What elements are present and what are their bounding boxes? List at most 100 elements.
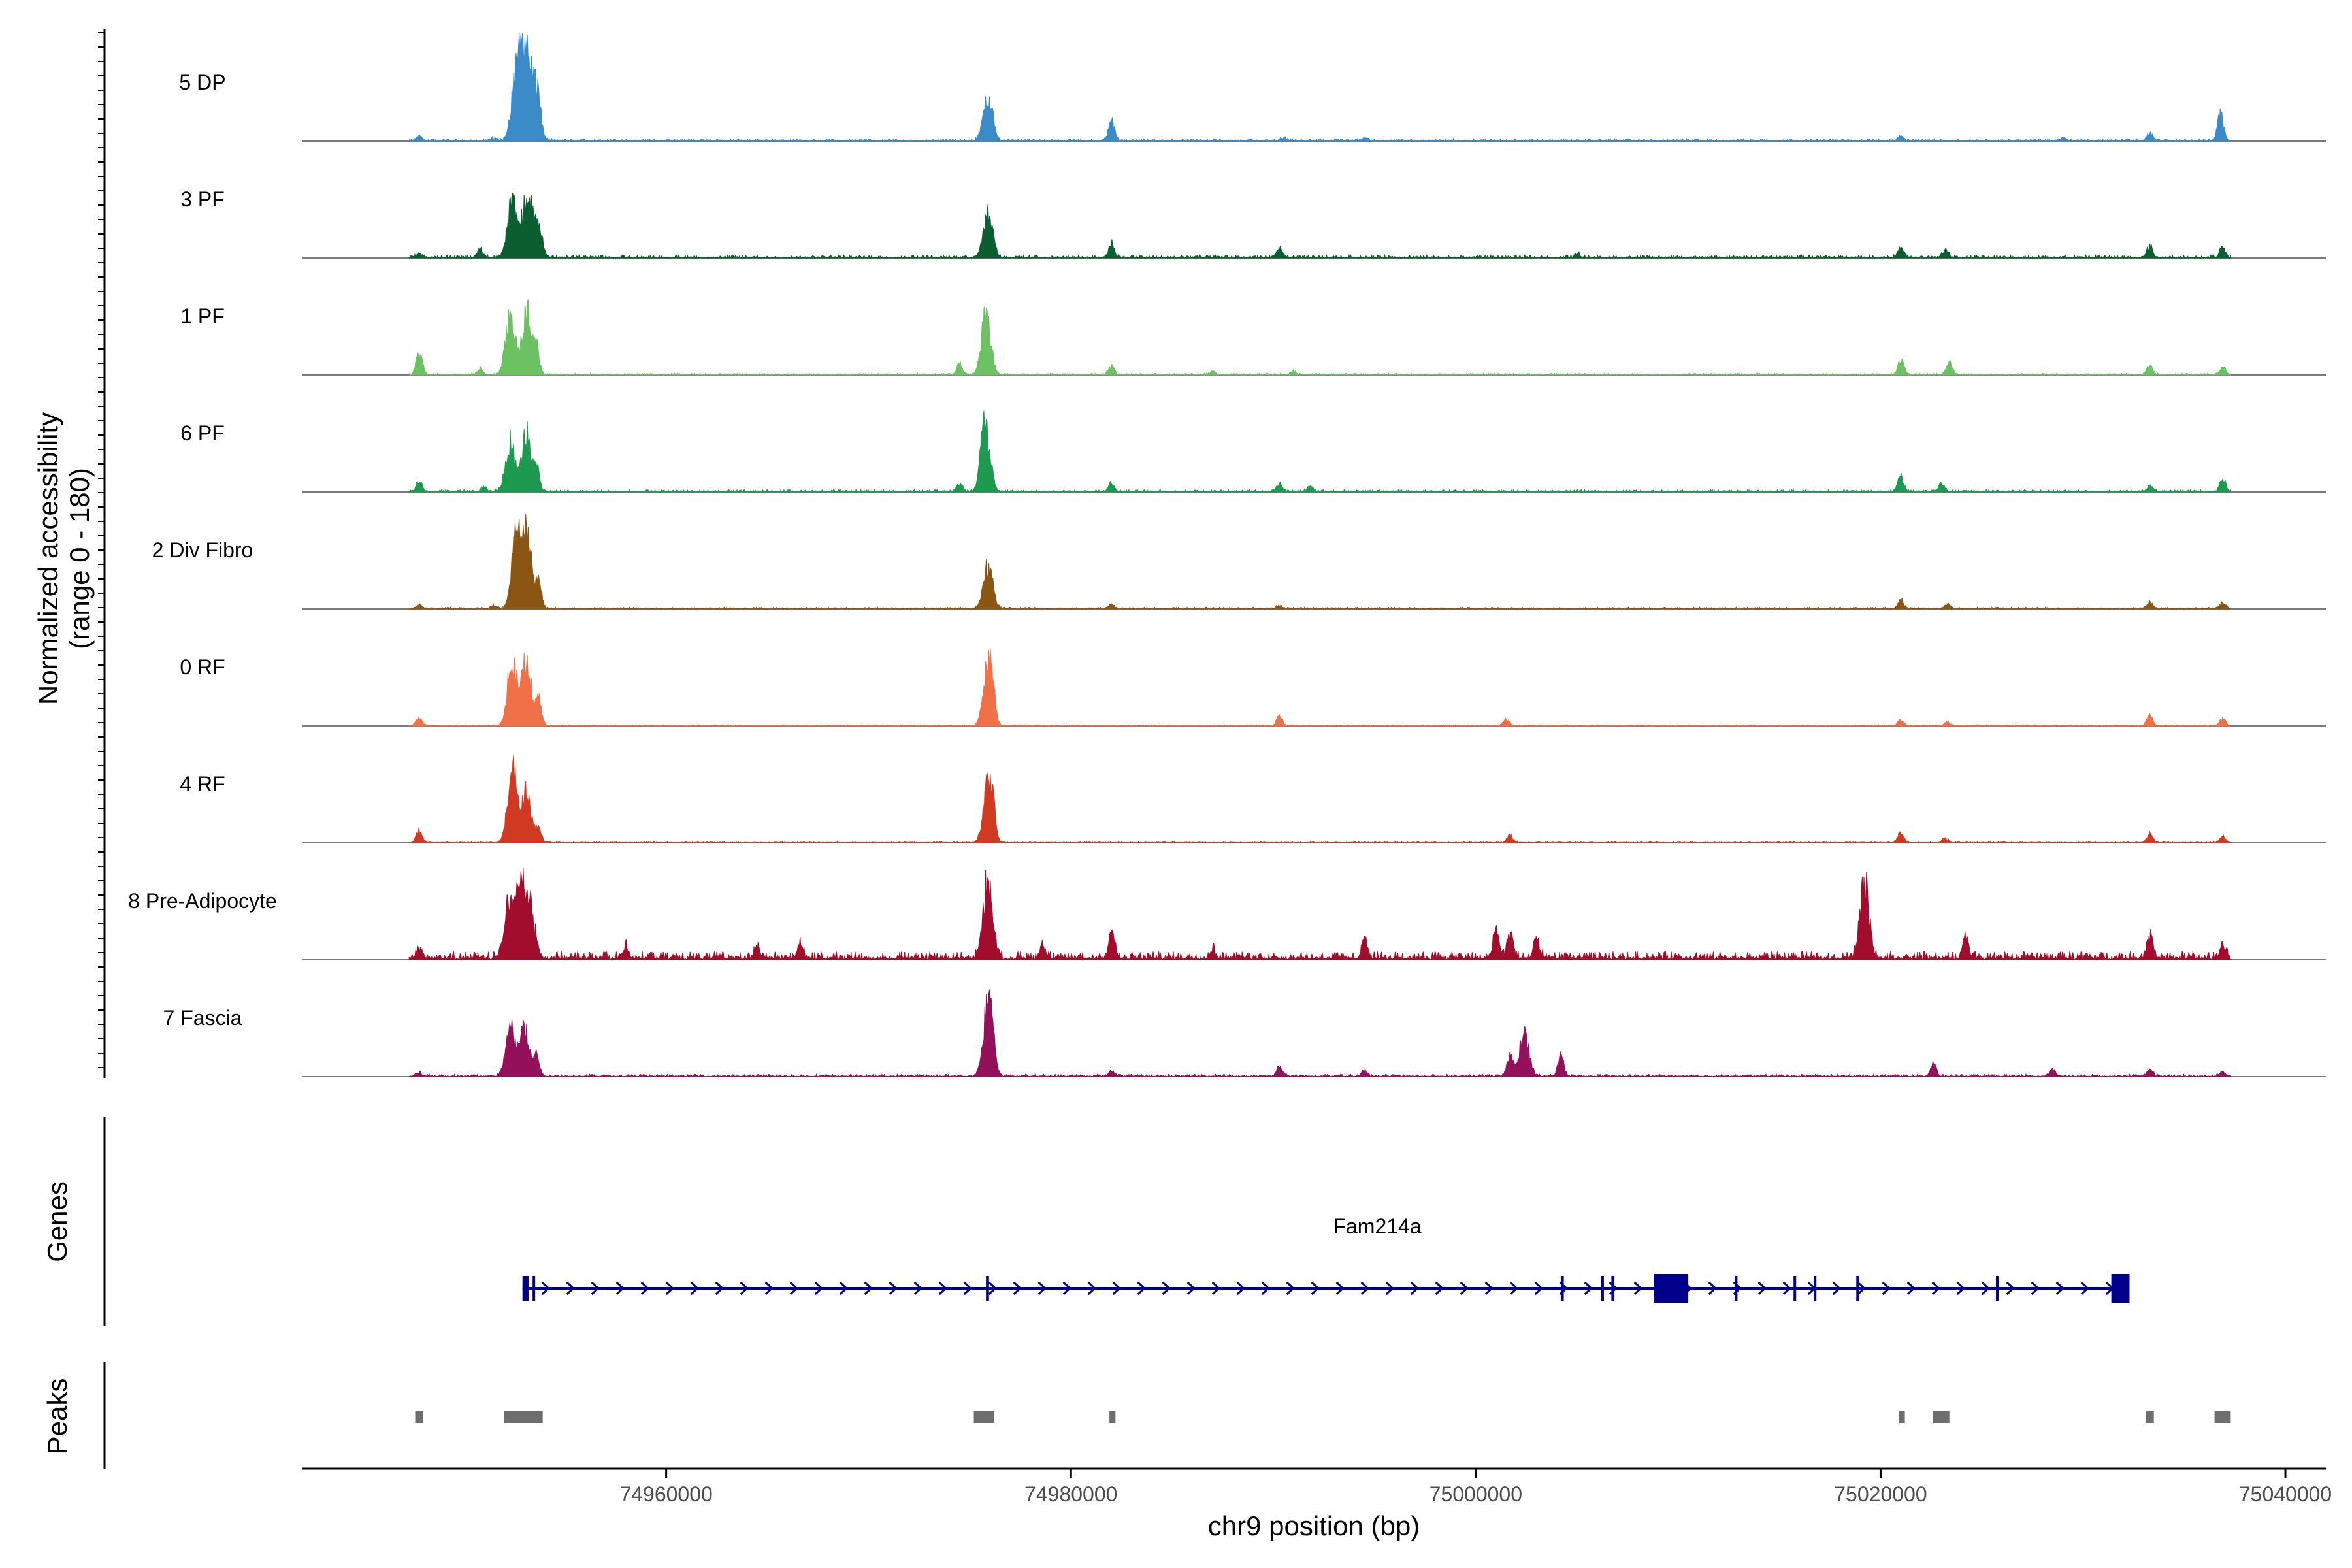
peak-region <box>415 1411 423 1423</box>
strand-arrow <box>591 1281 600 1296</box>
gene-exon <box>1814 1276 1817 1301</box>
strand-arrow <box>1882 1281 1891 1296</box>
peaks-panel-title: Peaks <box>42 1379 73 1455</box>
coverage-track: 2 Div Fibro <box>152 514 2326 610</box>
track-label: 1 PF <box>180 304 225 328</box>
peak-region <box>1933 1411 1950 1423</box>
x-tick-label: 75020000 <box>1834 1482 1927 1506</box>
peak-region <box>2214 1411 2231 1423</box>
y-axis-title-line1: Normalized accessibility <box>33 412 63 705</box>
gene-exon <box>1793 1276 1797 1301</box>
coverage-tracks: 5 DP 3 PF 1 PF 6 PF 2 Div Fibro 0 RF 4 RF 8 Pre… <box>128 33 2326 1078</box>
gene-exon <box>1735 1276 1738 1301</box>
strand-arrow <box>690 1281 699 1296</box>
coverage-track: 5 DP <box>179 33 2326 142</box>
coverage-area <box>408 989 2231 1078</box>
strand-arrow <box>1062 1281 1071 1296</box>
coverage-area <box>408 868 2231 961</box>
strand-arrow <box>1137 1281 1146 1296</box>
strand-arrow <box>789 1281 798 1296</box>
strand-arrow <box>2055 1281 2065 1296</box>
gene-exon <box>1654 1274 1689 1303</box>
strand-arrow <box>1385 1281 1394 1296</box>
track-label: 0 RF <box>180 655 225 679</box>
strand-arrow <box>1906 1281 1916 1296</box>
strand-arrow <box>1087 1281 1096 1296</box>
gene-annotation-track: Fam214a <box>522 1215 2130 1303</box>
x-tick-label: 74980000 <box>1024 1482 1117 1506</box>
coverage-track: 4 RF <box>180 754 2326 843</box>
coverage-track: 7 Fascia <box>163 989 2326 1078</box>
coverage-area <box>408 192 2231 259</box>
strand-arrow <box>764 1281 774 1296</box>
gene-exon <box>1601 1276 1604 1301</box>
track-label: 8 Pre-Adipocyte <box>128 889 277 913</box>
gene-exon <box>532 1276 536 1301</box>
coverage-area <box>408 33 2231 142</box>
coverage-area <box>408 514 2231 610</box>
strand-arrow <box>1931 1281 1940 1296</box>
strand-arrow <box>541 1281 550 1296</box>
strand-arrow <box>665 1281 674 1296</box>
strand-arrow <box>1286 1281 1295 1296</box>
strand-arrow <box>938 1281 947 1296</box>
gene-exon <box>986 1276 989 1301</box>
peak-region <box>973 1411 994 1423</box>
strand-arrow <box>814 1281 823 1296</box>
strand-arrow <box>864 1281 873 1296</box>
strand-arrow <box>1484 1281 1494 1296</box>
strand-arrow <box>1311 1281 1320 1296</box>
strand-arrow <box>889 1281 898 1296</box>
gene-exon <box>1611 1276 1615 1301</box>
strand-arrow <box>839 1281 848 1296</box>
gene-exon <box>1996 1276 1999 1301</box>
peaks-track <box>415 1411 2231 1423</box>
strand-arrow <box>740 1281 749 1296</box>
strand-arrow <box>1211 1281 1220 1296</box>
gene-name-label: Fam214a <box>1333 1215 1421 1238</box>
strand-arrow <box>1410 1281 1419 1296</box>
coverage-track: 8 Pre-Adipocyte <box>128 868 2326 961</box>
coverage-track: 3 PF <box>180 188 2326 259</box>
x-tick-label: 74960000 <box>619 1482 712 1506</box>
strand-arrow <box>2006 1281 2015 1296</box>
strand-arrow <box>1832 1281 1841 1296</box>
strand-arrow <box>1956 1281 1965 1296</box>
peak-region <box>504 1411 543 1423</box>
strand-arrow <box>1335 1281 1345 1296</box>
x-tick-label: 75040000 <box>2239 1482 2332 1506</box>
track-label: 4 RF <box>180 772 225 796</box>
track-label: 3 PF <box>180 188 225 211</box>
strand-arrow <box>1112 1281 1121 1296</box>
strand-arrow <box>1633 1281 1642 1296</box>
strand-arrow <box>1037 1281 1047 1296</box>
gene-model: Fam214a <box>522 1215 2130 1303</box>
coverage-track: 0 RF <box>180 648 2326 727</box>
x-tick-label: 75000000 <box>1429 1482 1522 1506</box>
peak-region <box>1899 1411 1905 1423</box>
strand-arrow <box>1460 1281 1469 1296</box>
strand-arrow <box>2031 1281 2040 1296</box>
strand-arrow <box>1013 1281 1022 1296</box>
strand-arrow <box>1534 1281 1543 1296</box>
coverage-area <box>408 648 2231 727</box>
track-label: 7 Fascia <box>163 1006 242 1030</box>
strand-arrow <box>1782 1281 1791 1296</box>
strand-arrow <box>1162 1281 1171 1296</box>
strand-arrow <box>640 1281 649 1296</box>
strand-arrow <box>1981 1281 1990 1296</box>
strand-arrow <box>615 1281 625 1296</box>
coverage-track: 6 PF <box>180 410 2326 493</box>
gene-exon <box>1856 1276 1859 1301</box>
gene-exon <box>522 1276 529 1301</box>
strand-arrow <box>988 1281 997 1296</box>
track-label: 2 Div Fibro <box>152 538 253 562</box>
gene-exon <box>1560 1276 1564 1301</box>
strand-arrow <box>1236 1281 1245 1296</box>
strand-arrow <box>913 1281 923 1296</box>
peak-region <box>2146 1411 2154 1423</box>
coverage-area <box>408 754 2231 843</box>
strand-arrow <box>566 1281 575 1296</box>
coverage-y-ticks <box>98 32 105 1068</box>
